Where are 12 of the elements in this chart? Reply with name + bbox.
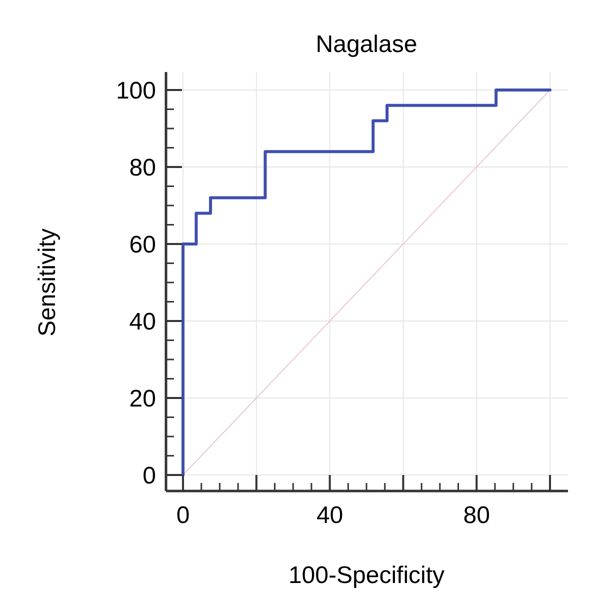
y-tick-label: 20: [129, 385, 156, 412]
y-tick-label: 0: [142, 462, 156, 490]
chart-title: Nagalase: [316, 31, 418, 58]
x-tick-label: 80: [463, 502, 490, 529]
y-tick-label: 60: [129, 231, 156, 258]
y-tick-label: 80: [129, 154, 156, 182]
x-tick-label: 0: [176, 502, 190, 529]
y-tick-label: 40: [129, 308, 156, 336]
x-axis-title: 100-Specificity: [288, 562, 445, 589]
y-axis-title: Sensitivity: [34, 228, 61, 337]
x-tick-label: 40: [316, 502, 344, 529]
y-tick-label: 100: [116, 77, 156, 104]
